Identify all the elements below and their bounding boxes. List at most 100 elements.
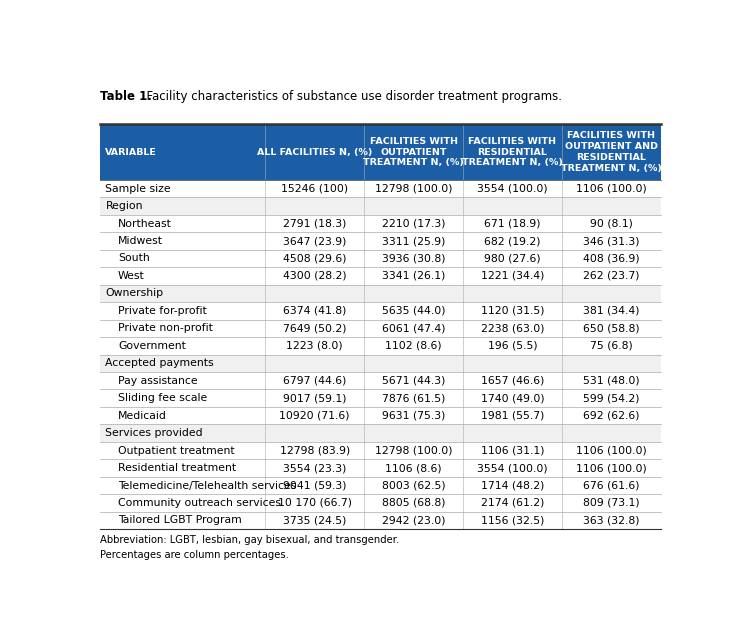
Text: 381 (34.4): 381 (34.4) (583, 306, 640, 316)
Text: 12798 (83.9): 12798 (83.9) (280, 445, 349, 455)
Text: Community outreach services: Community outreach services (118, 498, 281, 508)
Text: 980 (27.6): 980 (27.6) (484, 253, 541, 263)
Text: 3936 (30.8): 3936 (30.8) (382, 253, 445, 263)
Text: 1106 (100.0): 1106 (100.0) (576, 445, 647, 455)
Bar (99, 302, 661, 319)
Text: 650 (58.8): 650 (58.8) (583, 323, 640, 333)
Text: VARIABLE: VARIABLE (105, 147, 157, 156)
Bar (99, 180, 661, 197)
Text: 1120 (31.5): 1120 (31.5) (481, 306, 544, 316)
Bar (99, 337, 661, 355)
Text: 1740 (49.0): 1740 (49.0) (481, 393, 545, 403)
Text: Telemedicine/Telehealth services: Telemedicine/Telehealth services (118, 481, 296, 491)
Text: 1714 (48.2): 1714 (48.2) (481, 481, 544, 491)
Text: FACILITIES WITH
OUTPATIENT AND
RESIDENTIAL
TREATMENT N, (%): FACILITIES WITH OUTPATIENT AND RESIDENTI… (561, 132, 662, 173)
Text: 9017 (59.1): 9017 (59.1) (283, 393, 347, 403)
Bar (99, 232, 661, 249)
Bar (99, 267, 661, 285)
Bar (99, 442, 661, 459)
Text: 671 (18.9): 671 (18.9) (485, 219, 541, 229)
Text: 12798 (100.0): 12798 (100.0) (375, 445, 453, 455)
Text: 75 (6.8): 75 (6.8) (590, 341, 633, 351)
Bar (99, 425, 661, 442)
Bar (99, 355, 661, 372)
Text: 682 (19.2): 682 (19.2) (485, 236, 541, 246)
Text: Outpatient treatment: Outpatient treatment (118, 445, 234, 455)
Text: Ownership: Ownership (105, 289, 163, 299)
Text: 1106 (8.6): 1106 (8.6) (385, 463, 442, 473)
Text: Abbreviation: LGBT, lesbian, gay bisexual, and transgender.: Abbreviation: LGBT, lesbian, gay bisexua… (99, 535, 399, 545)
Text: Services provided: Services provided (105, 428, 203, 438)
Text: 10920 (71.6): 10920 (71.6) (280, 411, 350, 421)
Text: 1657 (46.6): 1657 (46.6) (481, 375, 544, 386)
Bar (99, 477, 661, 495)
Text: 1106 (100.0): 1106 (100.0) (576, 183, 647, 193)
Text: 1106 (100.0): 1106 (100.0) (576, 463, 647, 473)
Text: 1102 (8.6): 1102 (8.6) (385, 341, 442, 351)
Text: 12798 (100.0): 12798 (100.0) (375, 183, 453, 193)
Text: 3554 (100.0): 3554 (100.0) (477, 183, 548, 193)
Text: Accepted payments: Accepted payments (105, 358, 214, 369)
Text: Northeast: Northeast (118, 219, 172, 229)
Text: West: West (118, 271, 145, 281)
Text: 4300 (28.2): 4300 (28.2) (283, 271, 347, 281)
Text: 6797 (44.6): 6797 (44.6) (283, 375, 347, 386)
Text: 531 (48.0): 531 (48.0) (583, 375, 640, 386)
Text: South: South (118, 253, 150, 263)
Text: 3735 (24.5): 3735 (24.5) (283, 515, 347, 525)
Text: 3554 (100.0): 3554 (100.0) (477, 463, 548, 473)
Text: Percentages are column percentages.: Percentages are column percentages. (99, 549, 289, 559)
Text: Pay assistance: Pay assistance (118, 375, 197, 386)
Bar (99, 319, 661, 337)
Text: 90 (8.1): 90 (8.1) (590, 219, 633, 229)
Text: FACILITIES WITH
OUTPATIENT
TREATMENT N, (%): FACILITIES WITH OUTPATIENT TREATMENT N, … (363, 137, 464, 167)
Bar (99, 389, 661, 407)
Text: 676 (61.6): 676 (61.6) (583, 481, 640, 491)
Text: ALL FACILITIES N, (%): ALL FACILITIES N, (%) (257, 147, 372, 156)
Text: 2174 (61.2): 2174 (61.2) (481, 498, 544, 508)
Text: Medicaid: Medicaid (118, 411, 167, 421)
Bar (99, 249, 661, 267)
Bar (99, 407, 661, 425)
Text: 5671 (44.3): 5671 (44.3) (382, 375, 445, 386)
Text: Private non-profit: Private non-profit (118, 323, 213, 333)
Text: 4508 (29.6): 4508 (29.6) (283, 253, 347, 263)
Bar (99, 459, 661, 477)
Bar (99, 512, 661, 529)
Text: Tailored LGBT Program: Tailored LGBT Program (118, 515, 242, 525)
Text: 7649 (50.2): 7649 (50.2) (283, 323, 347, 333)
Text: Facility characteristics of substance use disorder treatment programs.: Facility characteristics of substance us… (139, 90, 562, 103)
Text: Government: Government (118, 341, 186, 351)
Text: 1106 (31.1): 1106 (31.1) (481, 445, 544, 455)
Text: 2791 (18.3): 2791 (18.3) (283, 219, 347, 229)
Text: 1981 (55.7): 1981 (55.7) (481, 411, 544, 421)
Text: 9631 (75.3): 9631 (75.3) (382, 411, 445, 421)
Text: 809 (73.1): 809 (73.1) (583, 498, 640, 508)
Text: 363 (32.8): 363 (32.8) (583, 515, 640, 525)
Text: 9041 (59.3): 9041 (59.3) (283, 481, 347, 491)
Text: 2238 (63.0): 2238 (63.0) (481, 323, 544, 333)
Text: 3647 (23.9): 3647 (23.9) (283, 236, 347, 246)
Text: 262 (23.7): 262 (23.7) (583, 271, 640, 281)
Bar (99, 372, 661, 389)
Text: 8805 (68.8): 8805 (68.8) (382, 498, 445, 508)
Text: 8003 (62.5): 8003 (62.5) (381, 481, 445, 491)
Text: 692 (62.6): 692 (62.6) (583, 411, 640, 421)
Text: 346 (31.3): 346 (31.3) (583, 236, 640, 246)
Text: 1223 (8.0): 1223 (8.0) (286, 341, 343, 351)
Text: 6374 (41.8): 6374 (41.8) (283, 306, 347, 316)
Text: 196 (5.5): 196 (5.5) (487, 341, 537, 351)
Text: Table 1.: Table 1. (99, 90, 151, 103)
Bar (99, 215, 661, 232)
Text: FACILITIES WITH
RESIDENTIAL
TREATMENT N, (%): FACILITIES WITH RESIDENTIAL TREATMENT N,… (462, 137, 563, 167)
Text: 1156 (32.5): 1156 (32.5) (481, 515, 544, 525)
Text: 6061 (47.4): 6061 (47.4) (382, 323, 445, 333)
Text: 10 170 (66.7): 10 170 (66.7) (278, 498, 352, 508)
Bar (99, 495, 661, 512)
Text: Sample size: Sample size (105, 183, 171, 193)
Text: 3554 (23.3): 3554 (23.3) (283, 463, 347, 473)
Text: 2210 (17.3): 2210 (17.3) (382, 219, 445, 229)
Text: Residential treatment: Residential treatment (118, 463, 236, 473)
Bar (99, 197, 661, 215)
Text: 3341 (26.1): 3341 (26.1) (382, 271, 445, 281)
